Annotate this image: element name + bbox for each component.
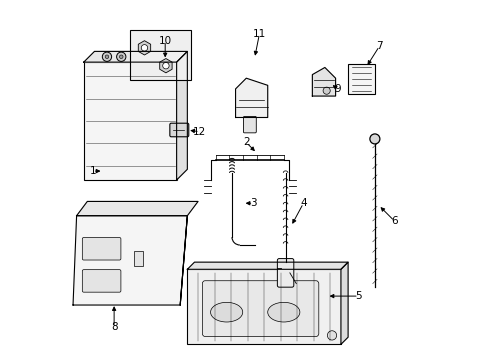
Polygon shape (83, 51, 187, 62)
Circle shape (323, 87, 329, 94)
Text: 4: 4 (300, 198, 306, 208)
Circle shape (152, 52, 162, 62)
FancyBboxPatch shape (347, 64, 374, 94)
FancyBboxPatch shape (277, 258, 293, 287)
Polygon shape (73, 216, 187, 305)
Text: 6: 6 (390, 216, 397, 226)
Circle shape (119, 55, 123, 59)
Text: 5: 5 (355, 291, 362, 301)
Bar (134, 251, 142, 266)
Circle shape (116, 52, 125, 62)
Circle shape (155, 55, 159, 59)
Circle shape (137, 55, 141, 59)
Circle shape (134, 52, 143, 62)
Bar (83, 62, 176, 180)
Circle shape (163, 63, 169, 69)
Circle shape (369, 134, 379, 144)
Text: 3: 3 (249, 198, 256, 208)
Text: 12: 12 (193, 127, 206, 137)
Text: 1: 1 (89, 166, 96, 176)
Bar (187, 269, 340, 344)
Polygon shape (77, 202, 198, 216)
FancyBboxPatch shape (169, 123, 188, 137)
Circle shape (105, 55, 108, 59)
Polygon shape (176, 51, 187, 180)
Polygon shape (187, 262, 347, 269)
Text: 8: 8 (111, 322, 117, 332)
FancyBboxPatch shape (82, 238, 121, 260)
Text: 11: 11 (252, 28, 265, 39)
Text: 10: 10 (158, 36, 171, 46)
Circle shape (326, 331, 336, 340)
Circle shape (102, 52, 111, 62)
Polygon shape (340, 262, 347, 344)
Text: 9: 9 (334, 84, 341, 94)
Polygon shape (235, 78, 267, 117)
Ellipse shape (210, 302, 242, 322)
FancyBboxPatch shape (243, 116, 256, 133)
Text: 2: 2 (243, 138, 249, 148)
FancyBboxPatch shape (82, 270, 121, 292)
Text: 7: 7 (375, 41, 382, 51)
FancyBboxPatch shape (202, 281, 318, 337)
Ellipse shape (267, 302, 299, 322)
Bar (130, 30, 190, 80)
Circle shape (141, 45, 147, 51)
Polygon shape (312, 67, 335, 96)
Polygon shape (180, 216, 187, 305)
